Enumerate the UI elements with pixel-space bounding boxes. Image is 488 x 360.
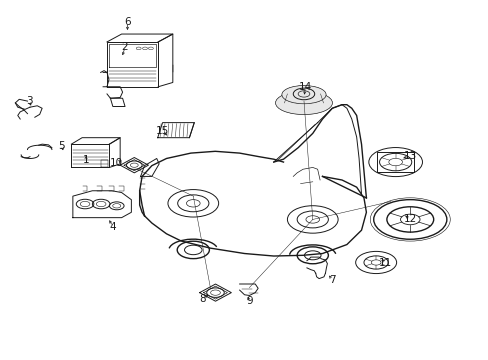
Text: 1: 1	[82, 155, 89, 165]
Text: 15: 15	[156, 126, 169, 135]
Text: 13: 13	[403, 150, 416, 161]
Text: 8: 8	[199, 294, 206, 304]
Text: 5: 5	[58, 141, 65, 151]
Ellipse shape	[275, 91, 331, 114]
Text: 3: 3	[25, 96, 32, 106]
Text: 11: 11	[379, 258, 392, 268]
Text: 10: 10	[110, 158, 123, 168]
Text: 2: 2	[122, 42, 128, 52]
Text: 14: 14	[298, 82, 311, 92]
Text: 12: 12	[403, 215, 416, 224]
Text: 7: 7	[328, 275, 335, 285]
Text: 6: 6	[124, 17, 130, 27]
Text: 9: 9	[245, 296, 252, 306]
Ellipse shape	[282, 86, 325, 104]
Text: 4: 4	[109, 222, 116, 231]
